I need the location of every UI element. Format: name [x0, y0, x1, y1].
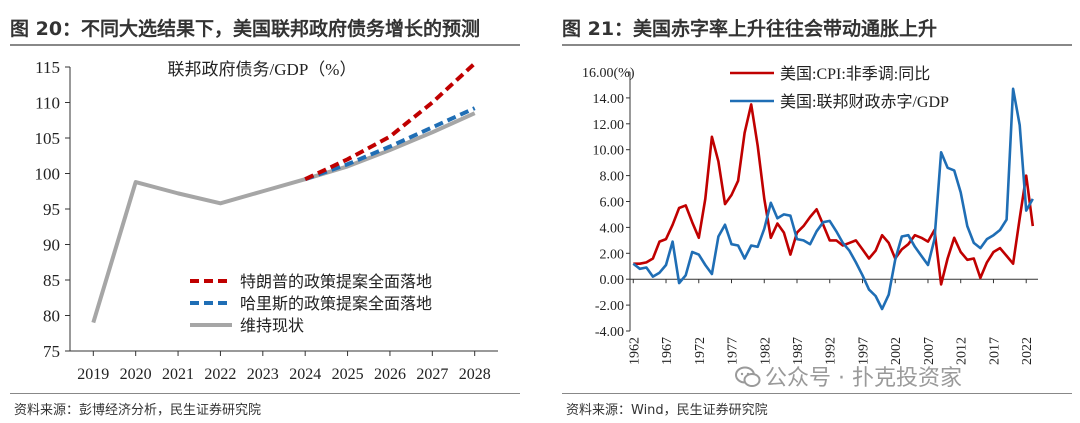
x-tick-label: 2028	[459, 366, 491, 383]
watermark-text: 公众号 · 扑克投资家	[765, 366, 962, 391]
left-title-divider	[10, 44, 520, 46]
series-line-1	[632, 87, 1034, 311]
y-tick-label: 10.00	[593, 144, 625, 159]
x-tick-label: 2021	[162, 366, 194, 383]
y-tick-label: 0.00	[600, 273, 625, 288]
left-figure-title: 图 20：不同大选结果下，美国联邦政府债务增长的预测	[10, 18, 481, 40]
y-tick-label: 80	[43, 307, 60, 326]
cpi-deficit-chart: -4.00 -2.00 0.00 2.00 4.00 6.00 8.00 10.00 12.00…	[582, 65, 1038, 365]
wechat-icon	[735, 366, 761, 387]
x-tick-label: 2023	[247, 366, 279, 383]
y-tick-label: -4.00	[595, 325, 624, 340]
x-tick-label: 2002	[889, 337, 904, 365]
left-source-divider	[10, 393, 520, 394]
legend-label-1: 美国:联邦财政赤字/GDP	[780, 93, 949, 111]
legend-label-0: 特朗普的政策提案全面落地	[240, 273, 432, 291]
x-tick-label: 1962	[627, 337, 642, 365]
y-tick-label: 115	[35, 58, 60, 77]
legend-label-1: 哈里斯的政策提案全面落地	[240, 295, 432, 313]
x-tick-label: 2025	[332, 366, 364, 383]
x-tick-label: 1997	[856, 337, 871, 365]
y-tick-label: -2.00	[595, 299, 624, 314]
x-tick-label: 2026	[374, 366, 406, 383]
left-source-note: 资料来源：彭博经济分析，民生证券研究院	[14, 403, 262, 418]
watermark: 公众号 · 扑克投资家	[735, 360, 962, 392]
y-tick-label: 2.00	[600, 247, 625, 262]
series-line-0	[304, 61, 477, 181]
debt-to-gdp-chart: 75 80 85 90 95 100 105 110 115 2019 2020 2021 2022 20…	[35, 58, 498, 383]
x-tick-label: 2024	[289, 366, 321, 383]
x-tick-label: 2012	[955, 337, 970, 365]
y-tick-label: 90	[43, 236, 60, 255]
series-line-1	[304, 106, 476, 182]
x-tick-label: 2020	[120, 366, 152, 383]
right-figure-title: 图 21：美国赤字率上升往往会带动通胀上升	[562, 18, 938, 40]
x-tick-label: 2022	[204, 366, 236, 383]
y-tick-label: 14.00	[593, 92, 625, 107]
x-tick-label: 1972	[693, 337, 708, 365]
x-tick-label: 2019	[77, 366, 109, 383]
x-tick-label: 2007	[922, 337, 937, 365]
right-source-note: 资料来源：Wind，民生证券研究院	[566, 403, 768, 418]
y-tick-label: 6.00	[600, 196, 625, 211]
y-tick-label: 75	[43, 342, 60, 361]
right-figure-panel: 图 21：美国赤字率上升往往会带动通胀上升 -4.00 -2.00 0.00 2.00…	[552, 0, 1080, 423]
y-tick-label: 110	[35, 94, 60, 113]
x-tick-label: 1987	[791, 337, 806, 365]
left-figure-panel: 图 20：不同大选结果下，美国联邦政府债务增长的预测 75 80 85 90 95 100…	[0, 0, 528, 423]
x-tick-label: 1977	[726, 337, 741, 365]
x-tick-label: 1982	[758, 337, 773, 365]
y-tick-label: 4.00	[600, 221, 625, 236]
y-tick-label: 16.00(%)	[582, 66, 635, 81]
y-tick-label: 95	[43, 200, 60, 219]
x-tick-label: 1992	[824, 337, 839, 365]
series-line-2	[91, 111, 476, 324]
y-tick-label: 85	[43, 271, 60, 290]
chart-title: 联邦政府债务/GDP（%）	[168, 60, 357, 79]
y-tick-label: 12.00	[593, 118, 625, 133]
x-tick-label: 2017	[987, 337, 1002, 365]
right-source-divider	[562, 393, 1072, 394]
legend-label-2: 维持现状	[240, 317, 304, 335]
right-title-divider	[562, 44, 1072, 46]
legend-label-0: 美国:CPI:非季调:同比	[780, 65, 930, 83]
series-line-0	[633, 103, 1035, 286]
y-tick-label: 8.00	[600, 170, 625, 185]
y-tick-label: 105	[35, 129, 61, 148]
x-tick-label: 2022	[1020, 337, 1035, 365]
y-tick-label: 100	[35, 165, 61, 184]
x-tick-label: 2027	[416, 366, 448, 383]
x-tick-label: 1967	[660, 337, 675, 365]
